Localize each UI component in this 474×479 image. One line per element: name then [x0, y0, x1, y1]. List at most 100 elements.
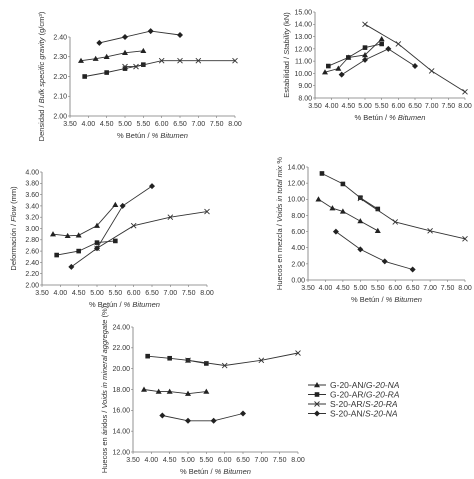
y-axis-title: Huecos en áridos / Voids in mineral aggr… — [100, 305, 109, 473]
data-point-x — [462, 236, 468, 242]
data-point-diamond — [385, 45, 392, 52]
y-axis-title-part: Estabilidad / — [282, 55, 291, 98]
x-axis-title-part: % Bitumen — [124, 300, 160, 309]
data-point-x — [195, 57, 202, 64]
legend-label-italic: S-20-RA — [365, 399, 398, 409]
chart-panel-2: 8.00 9.00 10.00 11.00 12.00 13.00 14.00 15.00 3.… — [282, 9, 472, 122]
x-tick-label: 5.50 — [137, 121, 151, 128]
data-point-diamond — [177, 32, 183, 39]
legend: G-20-AN/G-20-NAG-20-AR/G-20-RAS-20-AR/S-… — [308, 380, 400, 419]
y-tick-label: 4.00 — [25, 169, 39, 176]
y-tick-label: 2.20 — [25, 271, 39, 278]
x-tick-label: 3.50 — [301, 285, 315, 292]
data-point-triangle — [103, 53, 110, 59]
legend-label: G-20-AR/G-20-RA — [330, 390, 400, 400]
data-point-square — [319, 171, 325, 176]
x-tick-label: 4.00 — [145, 457, 159, 464]
data-point-triangle — [94, 222, 100, 228]
x-tick-label: 6.00 — [392, 103, 406, 110]
data-point-triangle — [140, 47, 147, 54]
x-tick-label: 5.50 — [109, 290, 123, 297]
x-tick-label: 5.50 — [375, 103, 389, 110]
x-tick-label: 5.00 — [181, 457, 195, 464]
series-line-x — [96, 211, 208, 249]
y-tick-label: 0.00 — [291, 277, 305, 284]
x-tick-label: 7.00 — [423, 285, 437, 292]
x-tick-label: 5.00 — [358, 103, 372, 110]
data-point-square — [340, 181, 346, 187]
x-tick-label: 7.00 — [164, 290, 178, 297]
x-tick-label: 5.00 — [354, 285, 368, 292]
data-point-x — [122, 63, 128, 70]
x-tick-label: 7.50 — [442, 103, 456, 110]
x-tick-label: 8.00 — [291, 457, 305, 464]
y-axis-title-part: Huecos en mezcla / — [275, 222, 284, 290]
data-point-triangle — [329, 205, 336, 211]
x-tick-label: 4.00 — [82, 121, 96, 128]
y-axis-title-part: Deformación / — [9, 222, 18, 271]
data-point-diamond — [409, 266, 416, 273]
y-tick-label: 3.20 — [25, 215, 39, 222]
data-point-diamond — [147, 28, 154, 35]
x-tick-label: 4.50 — [72, 290, 86, 297]
x-tick-label: 8.00 — [200, 290, 214, 297]
y-tick-label: 2.20 — [53, 74, 67, 81]
data-point-triangle — [362, 52, 368, 58]
x-axis-title-part: % Bitumen — [152, 131, 188, 140]
legend-label-italic: G-20-RA — [366, 390, 400, 400]
x-axis-title: % Betún / % Bitumen — [351, 295, 422, 304]
x-axis-title: % Betún / % Bitumen — [117, 131, 188, 140]
data-point-square — [358, 195, 363, 200]
data-point-diamond — [119, 202, 126, 209]
data-point-x — [232, 57, 238, 64]
data-point-square — [113, 238, 118, 244]
y-tick-label: 12.00 — [112, 449, 130, 456]
data-point-diamond — [122, 34, 128, 40]
x-tick-label: 4.50 — [342, 103, 356, 110]
x-tick-label: 6.00 — [218, 457, 232, 464]
data-point-triangle — [166, 388, 173, 394]
legend-label-italic: S-20-NA — [365, 409, 398, 419]
y-tick-label: 12.00 — [294, 46, 312, 53]
y-tick-label: 2.00 — [25, 282, 39, 289]
series-line-diamond — [335, 231, 413, 270]
data-point-triangle — [141, 386, 147, 392]
x-tick-label: 7.00 — [425, 103, 439, 110]
legend-label-italic: G-20-NA — [366, 380, 400, 390]
x-tick-label: 6.50 — [408, 103, 422, 110]
x-tick-label: 7.50 — [210, 121, 224, 128]
series-line-square — [321, 173, 379, 210]
y-tick-label: 14.00 — [294, 22, 312, 29]
x-tick-label: 4.00 — [325, 103, 339, 110]
x-tick-label: 7.50 — [441, 285, 455, 292]
data-point-x — [167, 214, 174, 221]
data-point-triangle — [322, 69, 328, 75]
x-tick-label: 3.50 — [35, 290, 49, 297]
x-axis-title-part: % Betún / — [351, 295, 386, 304]
data-point-square — [82, 74, 87, 79]
series-line-square — [147, 355, 207, 364]
y-tick-label: 3.40 — [25, 203, 39, 210]
y-tick-label: 22.00 — [112, 345, 130, 352]
data-point-square — [94, 240, 100, 245]
x-tick-label: 6.00 — [155, 121, 169, 128]
y-tick-label: 2.60 — [25, 249, 39, 256]
x-tick-label: 5.50 — [371, 285, 385, 292]
series-line-square — [328, 43, 382, 67]
y-tick-label: 11.00 — [295, 59, 312, 66]
x-tick-label: 3.50 — [126, 457, 140, 464]
data-point-x — [221, 362, 228, 369]
series-line-x — [360, 198, 466, 240]
legend-label: S-20-AR/S-20-RA — [330, 399, 398, 409]
data-point-square — [326, 63, 331, 69]
data-point-triangle — [122, 49, 128, 55]
series-line-x — [187, 352, 299, 366]
data-point-triangle — [155, 388, 162, 394]
data-point-square — [204, 361, 209, 366]
y-axis-title-part: Voids in mineral aggregate — [100, 320, 109, 409]
data-point-diamond — [96, 39, 103, 46]
data-point-triangle — [185, 390, 191, 396]
y-axis-title: Densidad / Bulk specific gravity (g/cm³) — [37, 11, 46, 141]
